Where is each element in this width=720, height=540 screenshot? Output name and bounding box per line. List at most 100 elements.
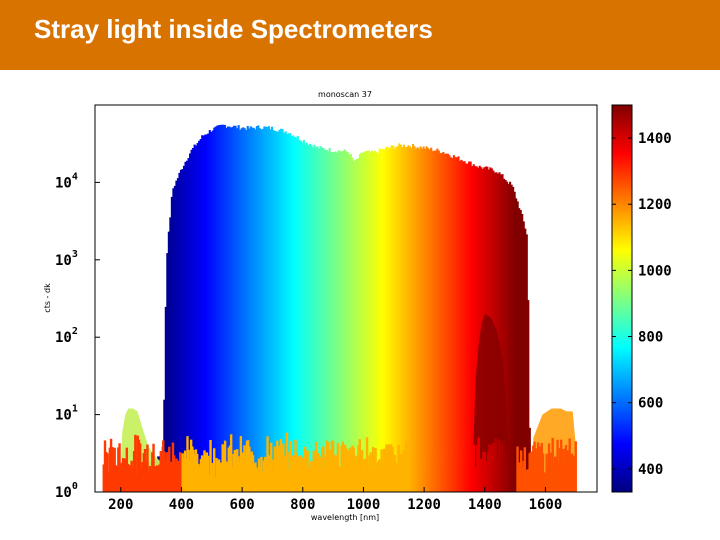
spectrum-bar (477, 167, 480, 492)
noise-floor-bar (125, 447, 129, 492)
noise-floor-bar (140, 468, 143, 492)
spectrum-bar (260, 129, 263, 492)
spectrum-bar (351, 157, 354, 492)
spectrum-bar (179, 169, 183, 492)
x-tick-label: 600 (229, 497, 254, 513)
spectrum-bar (367, 150, 371, 492)
y-axis-label: cts - dk (43, 283, 52, 313)
spectrum-bar (175, 180, 178, 492)
spectrum-bar (386, 146, 389, 492)
noise-floor-bar (496, 458, 500, 492)
noise-floor-bar (297, 456, 301, 492)
noise-floor-bar (196, 453, 199, 492)
x-axis-label: wavelength [nm] (311, 513, 379, 522)
noise-floor-bar (484, 465, 488, 492)
noise-floor-bar (476, 444, 479, 492)
spectrum-bar (201, 135, 204, 492)
noise-floor-bar (367, 466, 370, 492)
noise-floor-bar (424, 469, 427, 492)
colorbar-tick-label: 1200 (638, 197, 672, 213)
noise-floor-bar (499, 456, 502, 492)
colorbar-ticks: 400 600 800 1000 1200 1400 (612, 131, 672, 478)
noise-floor-bar (339, 466, 342, 492)
spectrum-bar (346, 151, 349, 492)
noise-floor-bar (558, 448, 562, 492)
spectrum-bar (506, 181, 509, 492)
noise-floor-bar (397, 444, 400, 492)
noise-floor-bar (111, 446, 114, 492)
noise-floor-bar (191, 446, 194, 492)
noise-floor-bar (512, 450, 516, 492)
noise-floor-bar (403, 460, 406, 492)
noise-floor-bar (158, 464, 161, 492)
noise-floor-bar (198, 466, 201, 492)
noise-floor-bar (277, 453, 280, 492)
spectrum-bar (205, 134, 208, 492)
spectrum-bar (463, 161, 466, 492)
spectrum-bar (515, 198, 518, 492)
noise-floor-bar (238, 461, 241, 492)
spectrum-bar (411, 143, 415, 492)
noise-floor-bar (244, 456, 247, 492)
noise-floor-bar (438, 451, 442, 492)
noise-floor-bar (208, 474, 211, 492)
noise-floor-bar (237, 456, 240, 492)
noise-floor-bar (147, 470, 150, 492)
spectrum-bar (281, 129, 284, 492)
noise-floor-bar (535, 456, 539, 492)
spectrum-bar (448, 155, 451, 492)
spectrum-bar (525, 234, 528, 492)
spectrum-bar (443, 153, 446, 492)
noise-floor-bar (138, 443, 142, 492)
noise-floor-bar (444, 461, 448, 492)
noise-floor-bar (231, 467, 234, 492)
spectrum-bar (264, 126, 267, 492)
spectrum-bar (314, 146, 318, 492)
noise-floor-bar (273, 446, 277, 492)
noise-floor-bar (243, 445, 246, 492)
noise-floor-bar (426, 447, 429, 492)
spectrum-bar (354, 159, 357, 492)
noise-floor-bar (193, 454, 196, 492)
noise-floor-bar (505, 451, 508, 492)
spectrum-bar (189, 153, 192, 492)
noise-floor-bar (106, 453, 109, 492)
spectrum-bar (430, 147, 433, 492)
noise-floor-bar (347, 450, 351, 492)
noise-floor-bar (502, 441, 506, 492)
spectrum-bar (336, 152, 339, 492)
noise-floor-bar (165, 452, 169, 492)
noise-floor-bar (341, 441, 344, 492)
spectrum-bar (255, 126, 258, 492)
spectrometer-chart: monoscan 37 wavelength [nm] cts - dk 200… (43, 90, 672, 522)
noise-floor-bar (261, 471, 264, 492)
noise-floor-bar (392, 459, 395, 492)
noise-floor-bar (202, 456, 205, 492)
noise-floor-bar (447, 456, 450, 492)
noise-floor-bar (425, 451, 428, 492)
noise-floor-bar (192, 449, 195, 492)
spectrum-bar (239, 129, 242, 492)
y-tick-label: 100 (55, 481, 78, 501)
noise-floor-bar (350, 456, 353, 492)
noise-floor-bar (570, 453, 574, 492)
noise-floor-bar (562, 459, 565, 492)
spectrum-bar (428, 149, 431, 492)
spectrum-bar (469, 161, 472, 492)
noise-floor-bar (142, 453, 146, 492)
noise-floor-bar (567, 451, 570, 492)
spectrum-bar (167, 231, 170, 492)
noise-floor-bar (152, 443, 155, 492)
noise-floor-bar (384, 448, 387, 492)
spectrum-bar (204, 134, 207, 492)
spectrum-bar (349, 153, 352, 492)
noise-floor-bar (532, 445, 535, 492)
colorbar-tick-label: 600 (638, 396, 663, 412)
noise-floor-bar (307, 467, 311, 492)
noise-floor-bar (515, 454, 518, 492)
spectrum-bar (207, 133, 210, 492)
stray-light-features (102, 313, 577, 492)
spectrum-bar (466, 163, 469, 492)
noise-floor-bar (276, 440, 279, 492)
spectrum-bar (460, 159, 463, 492)
